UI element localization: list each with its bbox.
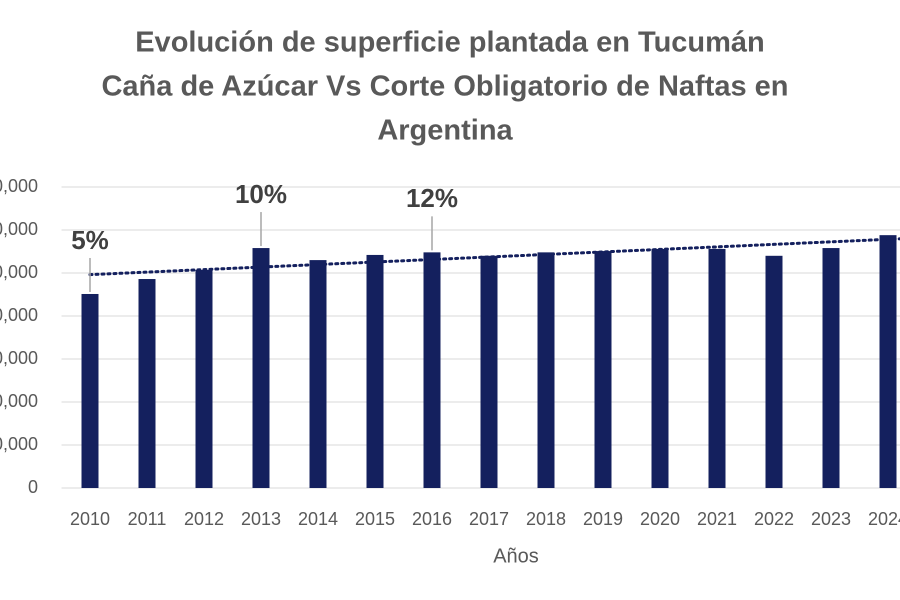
y-tick-label: 350,000 xyxy=(0,176,38,196)
trendline xyxy=(88,237,900,277)
bar xyxy=(651,248,669,488)
annotation: 12% xyxy=(406,183,458,213)
bar xyxy=(765,255,783,488)
bar xyxy=(708,248,726,488)
y-tick-label: 300,000 xyxy=(0,219,38,239)
bar xyxy=(480,255,498,488)
annotation: 5% xyxy=(71,225,109,255)
bar xyxy=(252,248,270,488)
x-tick-label: 2014 xyxy=(298,509,338,529)
x-tick-label: 2017 xyxy=(469,509,509,529)
bar xyxy=(81,293,99,488)
x-tick-label: 2015 xyxy=(355,509,395,529)
chart-title: Evolución de superficie plantada en Tucu… xyxy=(135,27,765,59)
x-tick-label: 2016 xyxy=(412,509,452,529)
chart-title: Caña de Azúcar Vs Corte Obligatorio de N… xyxy=(101,71,788,103)
x-axis-label: Años xyxy=(493,545,539,567)
x-tick-label: 2018 xyxy=(526,509,566,529)
y-tick-label: 250,000 xyxy=(0,262,38,282)
x-tick-label: 2022 xyxy=(754,509,794,529)
x-tick-label: 2024 xyxy=(868,509,900,529)
bar xyxy=(879,235,897,488)
y-tick-label: 50,000 xyxy=(0,434,38,454)
bar xyxy=(138,279,156,488)
y-tick-label: 0 xyxy=(28,477,38,497)
x-tick-label: 2020 xyxy=(640,509,680,529)
bar xyxy=(366,254,384,488)
x-tick-label: 2012 xyxy=(184,509,224,529)
x-tick-label: 2019 xyxy=(583,509,623,529)
chart-title: Argentina xyxy=(377,115,513,147)
x-tick-label: 2011 xyxy=(128,509,167,529)
bar xyxy=(309,260,327,488)
bar xyxy=(537,252,555,488)
y-tick-label: 150,000 xyxy=(0,348,38,368)
annotation: 10% xyxy=(235,179,287,209)
y-tick-label: 200,000 xyxy=(0,305,38,325)
y-tick-label: 100,000 xyxy=(0,391,38,411)
bar xyxy=(195,269,213,488)
bar xyxy=(822,248,840,488)
x-tick-label: 2010 xyxy=(70,509,110,529)
x-tick-label: 2021 xyxy=(697,509,737,529)
x-tick-label: 2013 xyxy=(241,509,281,529)
x-tick-label: 2023 xyxy=(811,509,851,529)
bar xyxy=(594,251,612,488)
bar xyxy=(423,252,441,488)
